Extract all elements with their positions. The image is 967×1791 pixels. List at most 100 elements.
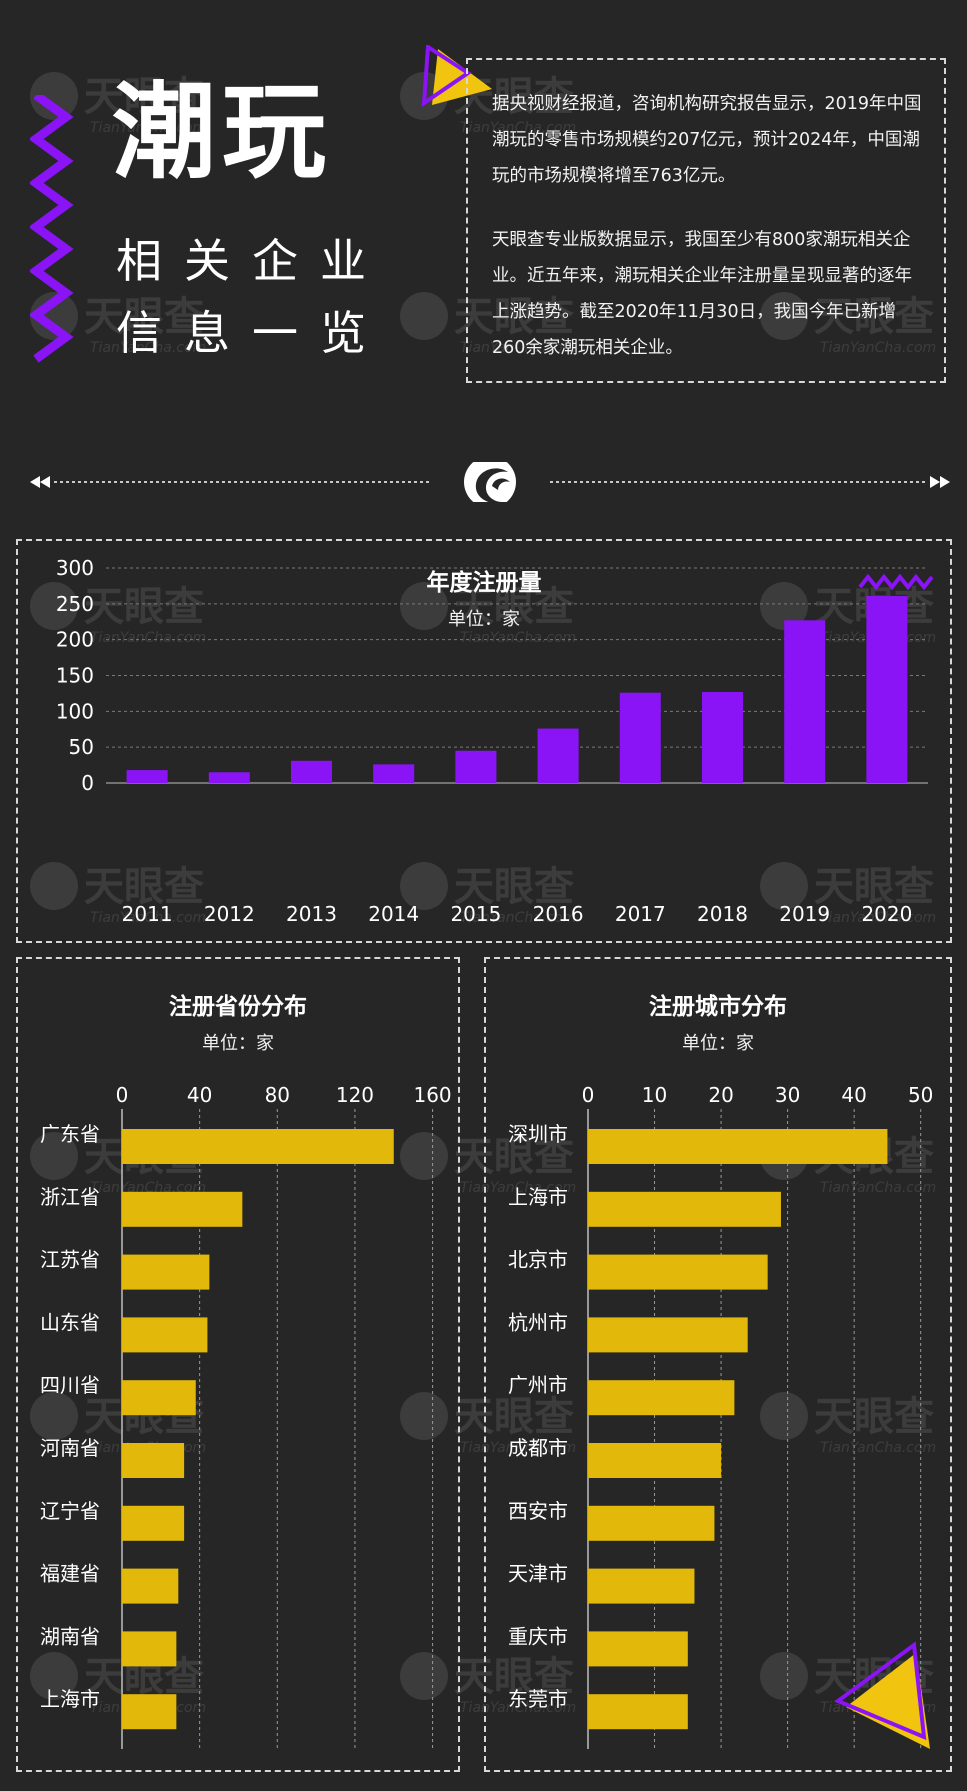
category-label: 上海市 xyxy=(40,1687,100,1711)
x-tick-label: 2013 xyxy=(286,902,337,926)
city-chart-unit: 单位：家 xyxy=(682,1033,754,1054)
brand-logo-icon xyxy=(464,462,516,502)
x-tick-label: 160 xyxy=(413,1083,451,1107)
annual-registrations-chart: 0 50 100 150 200 250 300 2011 2012 2013 2014 2015 20… xyxy=(56,556,928,926)
bar-天津市 xyxy=(588,1568,695,1604)
bar-2016 xyxy=(537,728,579,783)
bar-东莞市 xyxy=(588,1694,688,1730)
category-label: 河南省 xyxy=(40,1436,100,1460)
bar-广东省 xyxy=(122,1129,394,1164)
x-tick-label: 40 xyxy=(841,1083,866,1107)
bar-辽宁省 xyxy=(122,1505,185,1541)
watermark-domain: TianYanCha.com xyxy=(90,340,206,356)
watermark-brand: 天眼查 xyxy=(84,584,204,630)
watermark-domain: TianYanCha.com xyxy=(820,910,936,926)
watermark-brand: 天眼查 xyxy=(84,294,204,340)
intro-paragraph-1: 据央视财经报道，咨询机构研究报告显示，2019年中国潮玩的零售市场规模约207亿… xyxy=(492,94,922,186)
bar-上海市 xyxy=(122,1694,177,1730)
category-label: 成都市 xyxy=(508,1436,568,1460)
bar-2011 xyxy=(126,770,168,783)
triangle-decoration-top xyxy=(421,45,492,107)
bar-2018 xyxy=(702,691,743,783)
y-tick-label: 100 xyxy=(56,699,94,723)
x-tick-label: 2011 xyxy=(122,902,173,926)
watermark-domain: TianYanCha.com xyxy=(460,1700,576,1716)
watermark-domain: TianYanCha.com xyxy=(460,910,576,926)
category-label: 湖南省 xyxy=(40,1624,100,1648)
watermark-domain: TianYanCha.com xyxy=(90,120,206,136)
y-tick-label: 250 xyxy=(56,592,94,616)
watermark-domain: TianYanCha.com xyxy=(820,1180,936,1196)
x-tick-label: 120 xyxy=(336,1083,374,1107)
watermark-brand: 天眼查 xyxy=(814,864,934,910)
watermark-domain: TianYanCha.com xyxy=(460,630,576,646)
bar-成都市 xyxy=(588,1443,722,1478)
category-label: 广东省 xyxy=(40,1122,100,1146)
bar-上海市 xyxy=(588,1191,781,1227)
y-tick-label: 0 xyxy=(81,771,94,795)
section-divider xyxy=(30,462,950,502)
bar-2020 xyxy=(866,595,908,783)
page-title: 潮玩 xyxy=(112,71,333,193)
x-tick-label: 2016 xyxy=(533,902,584,926)
bar-2014 xyxy=(373,764,415,783)
triangle-decoration-bottom xyxy=(833,1641,930,1749)
bar-重庆市 xyxy=(588,1631,688,1667)
bar-浙江省 xyxy=(122,1191,243,1227)
page-subtitle-line1: 相关企业 xyxy=(116,234,388,288)
bar-2019 xyxy=(784,620,826,783)
bar-西安市 xyxy=(588,1505,715,1541)
bar-杭州市 xyxy=(588,1317,748,1353)
intro-text-box: 据央视财经报道，咨询机构研究报告显示，2019年中国潮玩的零售市场规模约207亿… xyxy=(466,58,946,383)
watermark-brand: 天眼查 xyxy=(454,294,574,340)
watermark-domain: TianYanCha.com xyxy=(460,1440,576,1456)
bar-2012 xyxy=(208,772,250,783)
province-distribution-panel: 注册省份分布 单位：家 0 40 80 120 160 广东省 浙江省 江苏省 山东省 四川省 河南… xyxy=(16,957,460,1772)
category-label: 福建省 xyxy=(40,1562,100,1586)
x-tick-label: 40 xyxy=(187,1083,212,1107)
bar-2017 xyxy=(619,692,661,783)
bar-江苏省 xyxy=(122,1254,210,1290)
x-tick-label: 2014 xyxy=(368,902,419,926)
city-distribution-chart: 0 10 20 30 40 50 深圳市上海市北京市杭州市广州市成都市西安市天津市重庆市东莞… xyxy=(508,1083,933,1749)
watermark-brand: 天眼查 xyxy=(84,864,204,910)
city-chart-title: 注册城市分布 xyxy=(649,994,787,1020)
annual-registrations-panel: 年度注册量 单位：家 0 50 100 150 200 250 300 2011 2012 201… xyxy=(16,539,952,943)
category-label: 广州市 xyxy=(508,1373,568,1397)
category-label: 四川省 xyxy=(40,1373,100,1397)
x-tick-label: 10 xyxy=(642,1083,667,1107)
watermark-domain: TianYanCha.com xyxy=(90,910,206,926)
category-label: 山东省 xyxy=(40,1310,100,1334)
category-label: 杭州市 xyxy=(508,1310,568,1334)
bar-河南省 xyxy=(122,1443,185,1478)
category-label: 东莞市 xyxy=(508,1687,568,1711)
watermark-brand: 天眼查 xyxy=(454,1394,574,1440)
bar-深圳市 xyxy=(588,1129,888,1164)
page-subtitle-line2: 信息一览 xyxy=(116,306,388,360)
category-label: 重庆市 xyxy=(508,1624,568,1648)
zigzag-decoration xyxy=(30,95,74,363)
bar-广州市 xyxy=(588,1380,735,1416)
watermark-brand: 天眼查 xyxy=(84,74,204,120)
x-tick-label: 0 xyxy=(116,1083,129,1107)
bar-2013 xyxy=(291,760,332,783)
category-label: 西安市 xyxy=(508,1499,568,1523)
category-label: 天津市 xyxy=(508,1562,568,1586)
category-label: 江苏省 xyxy=(40,1248,100,1272)
x-tick-label: 0 xyxy=(582,1083,595,1107)
x-tick-label: 20 xyxy=(708,1083,733,1107)
category-label: 上海市 xyxy=(508,1185,568,1209)
watermark-domain: TianYanCha.com xyxy=(460,120,576,136)
bar-山东省 xyxy=(122,1317,208,1353)
watermark-domain: TianYanCha.com xyxy=(820,1440,936,1456)
